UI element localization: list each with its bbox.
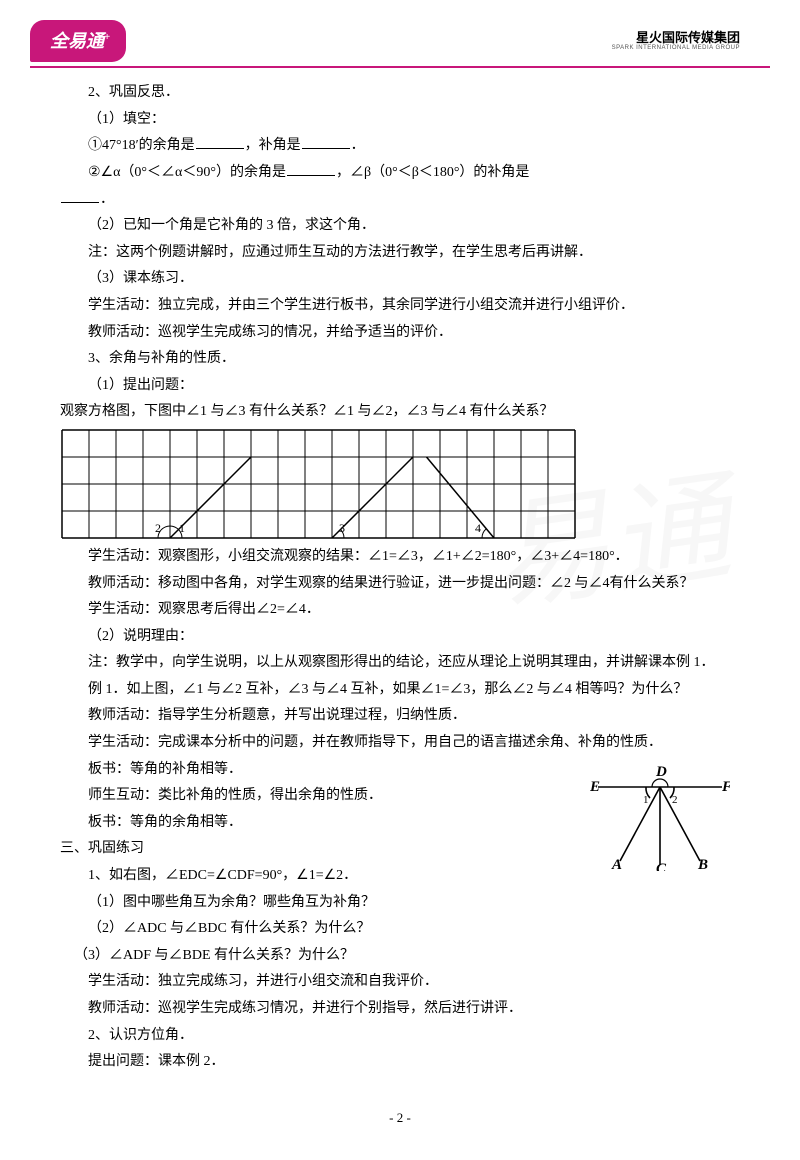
line: （1）图中哪些角互为余角？哪些角互为补角？ — [60, 890, 740, 917]
line: 学生活动：观察思考后得出∠2=∠4． — [60, 597, 740, 624]
company-sub: SPARK INTERNATIONAL MEDIA GROUP — [612, 45, 740, 52]
line: （2）说明理由： — [60, 624, 740, 651]
logo-plus: + — [104, 31, 110, 43]
blank-field — [61, 189, 99, 203]
line: 2、认识方位角． — [60, 1023, 740, 1050]
line: 注：教学中，向学生说明，以上从观察图形得出的结论，还应从理论上说明其理由，并讲解… — [60, 650, 740, 677]
label-1: 1 — [643, 794, 649, 806]
line: （3）课本练习． — [60, 266, 740, 293]
line: 教师活动：移动图中各角，对学生观察的结果进行验证，进一步提出问题：∠2 与∠4有… — [60, 571, 740, 598]
blank-field — [287, 162, 335, 176]
line: 教师活动：指导学生分析题意，并写出说理过程，归纳性质． — [60, 703, 740, 730]
text: ①47°18′的余角是 — [88, 138, 195, 153]
line: 3、余角与补角的性质． — [60, 346, 740, 373]
label-C: C — [656, 861, 667, 871]
line: 观察方格图，下图中∠1 与∠3 有什么关系？∠1 与∠2，∠3 与∠4 有什么关… — [60, 399, 740, 426]
line: （3）∠ADF 与∠BDE 有什么关系？为什么？ — [60, 943, 740, 970]
label-A: A — [611, 857, 622, 871]
svg-text:4: 4 — [475, 521, 481, 535]
line: 学生活动：观察图形，小组交流观察的结果：∠1=∠3，∠1+∠2=180°，∠3+… — [60, 544, 740, 571]
line: （1）提出问题： — [60, 373, 740, 400]
line: （2）∠ADC 与∠BDC 有什么关系？为什么？ — [60, 916, 740, 943]
header-divider — [30, 66, 770, 68]
line: 教师活动：巡视学生完成练习的情况，并给予适当的评价． — [60, 320, 740, 347]
label-D: D — [655, 764, 667, 780]
document-body: 2、巩固反思． （1）填空： ①47°18′的余角是 ，补角是 ． ②∠α（0°＜∠… — [60, 80, 740, 1130]
company-block: 星火国际传媒集团 SPARK INTERNATIONAL MEDIA GROUP — [612, 31, 740, 52]
text: ，∠β（0°＜β＜180°）的补角是 — [336, 165, 529, 180]
line: 提出问题：课本例 2． — [60, 1049, 740, 1076]
label-F: F — [721, 779, 730, 795]
line: （2）已知一个角是它补角的 3 倍，求这个角． — [60, 213, 740, 240]
label-E: E — [590, 779, 600, 795]
line: 学生活动：完成课本分析中的问题，并在教师指导下，用自己的语言描述余角、补角的性质… — [60, 730, 740, 757]
logo-badge: 全易通+ — [30, 20, 126, 62]
text: ． — [351, 138, 365, 153]
grid-angle-diagram: 2 1 3 4 — [60, 428, 580, 542]
line: 学生活动：独立完成练习，并进行小组交流和自我评价． — [60, 969, 740, 996]
page-number: - 2 - — [60, 1106, 740, 1131]
line: ． — [60, 187, 740, 214]
text: ，补角是 — [245, 138, 301, 153]
line: （1）填空： — [60, 107, 740, 134]
text: ②∠α（0°＜∠α＜90°）的余角是 — [88, 165, 286, 180]
line: 学生活动：独立完成，并由三个学生进行板书，其余同学进行小组交流并进行小组评价． — [60, 293, 740, 320]
blank-field — [196, 135, 244, 149]
label-B: B — [697, 857, 708, 871]
page-header: 全易通+ 星火国际传媒集团 SPARK INTERNATIONAL MEDIA … — [60, 20, 740, 62]
line: 教师活动：巡视学生完成练习情况，并进行个别指导，然后进行讲评． — [60, 996, 740, 1023]
line: 例 1．如上图，∠1 与∠2 互补，∠3 与∠4 互补，如果∠1=∠3，那么∠2… — [60, 677, 740, 704]
svg-text:1: 1 — [179, 521, 185, 535]
company-name: 星火国际传媒集团 — [612, 31, 740, 45]
label-2: 2 — [672, 794, 678, 806]
line: ①47°18′的余角是 ，补角是 ． — [60, 133, 740, 160]
line: 注：这两个例题讲解时，应通过师生互动的方法进行教学，在学生思考后再讲解． — [60, 240, 740, 267]
line: 2、巩固反思． — [60, 80, 740, 107]
logo-text: 全易通 — [50, 31, 104, 51]
text: ． — [100, 192, 114, 207]
blank-field — [302, 135, 350, 149]
angle-figure: E F D A B C 1 2 — [590, 761, 730, 871]
line: ②∠α（0°＜∠α＜90°）的余角是 ，∠β（0°＜β＜180°）的补角是 — [60, 160, 740, 187]
svg-text:3: 3 — [339, 521, 345, 535]
svg-text:2: 2 — [155, 521, 161, 535]
